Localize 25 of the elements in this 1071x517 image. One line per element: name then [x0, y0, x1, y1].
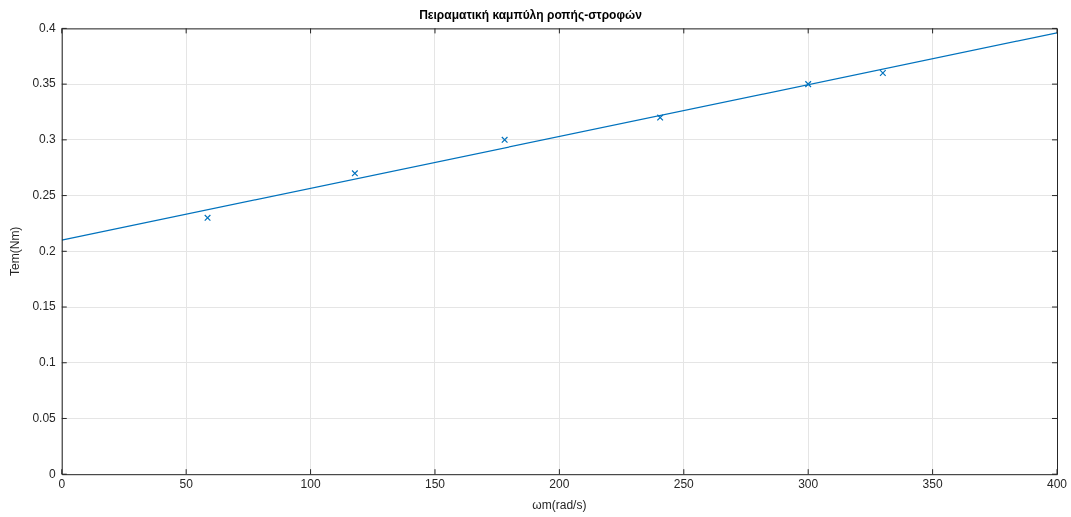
y-tick-label: 0.35: [32, 76, 57, 91]
x-tick-label: 400: [1046, 476, 1068, 491]
x-tick-label: 50: [179, 476, 194, 491]
y-tick-label: 0: [49, 466, 57, 481]
x-axis-title: ωm(rad/s): [532, 498, 587, 513]
point: [351, 169, 359, 177]
point: [879, 69, 887, 77]
y-tick-label: 0.25: [32, 187, 57, 202]
x-tick-label: 300: [798, 476, 819, 491]
x-tick-label: 150: [424, 476, 446, 491]
chart-title: Πειραματική καμπύλη ροπής-στροφών: [419, 7, 643, 22]
x-tick-label: 100: [300, 476, 321, 491]
y-tick-label: 0.2: [39, 243, 57, 258]
y-tick-label: 0.05: [32, 410, 57, 425]
y-tick-label: 0.15: [32, 299, 57, 314]
x-tick-label: 250: [673, 476, 695, 491]
point: [501, 136, 509, 144]
y-tick-label: 0.1: [39, 355, 57, 370]
x-tick-label: 200: [549, 476, 570, 491]
y-tick-label: 0.4: [39, 20, 57, 35]
y-tick-label: 0.3: [39, 132, 57, 147]
x-tick-label: 350: [922, 476, 943, 491]
y-axis-title: Tem(Nm): [7, 226, 22, 276]
point: [204, 214, 211, 222]
point: [656, 114, 664, 121]
